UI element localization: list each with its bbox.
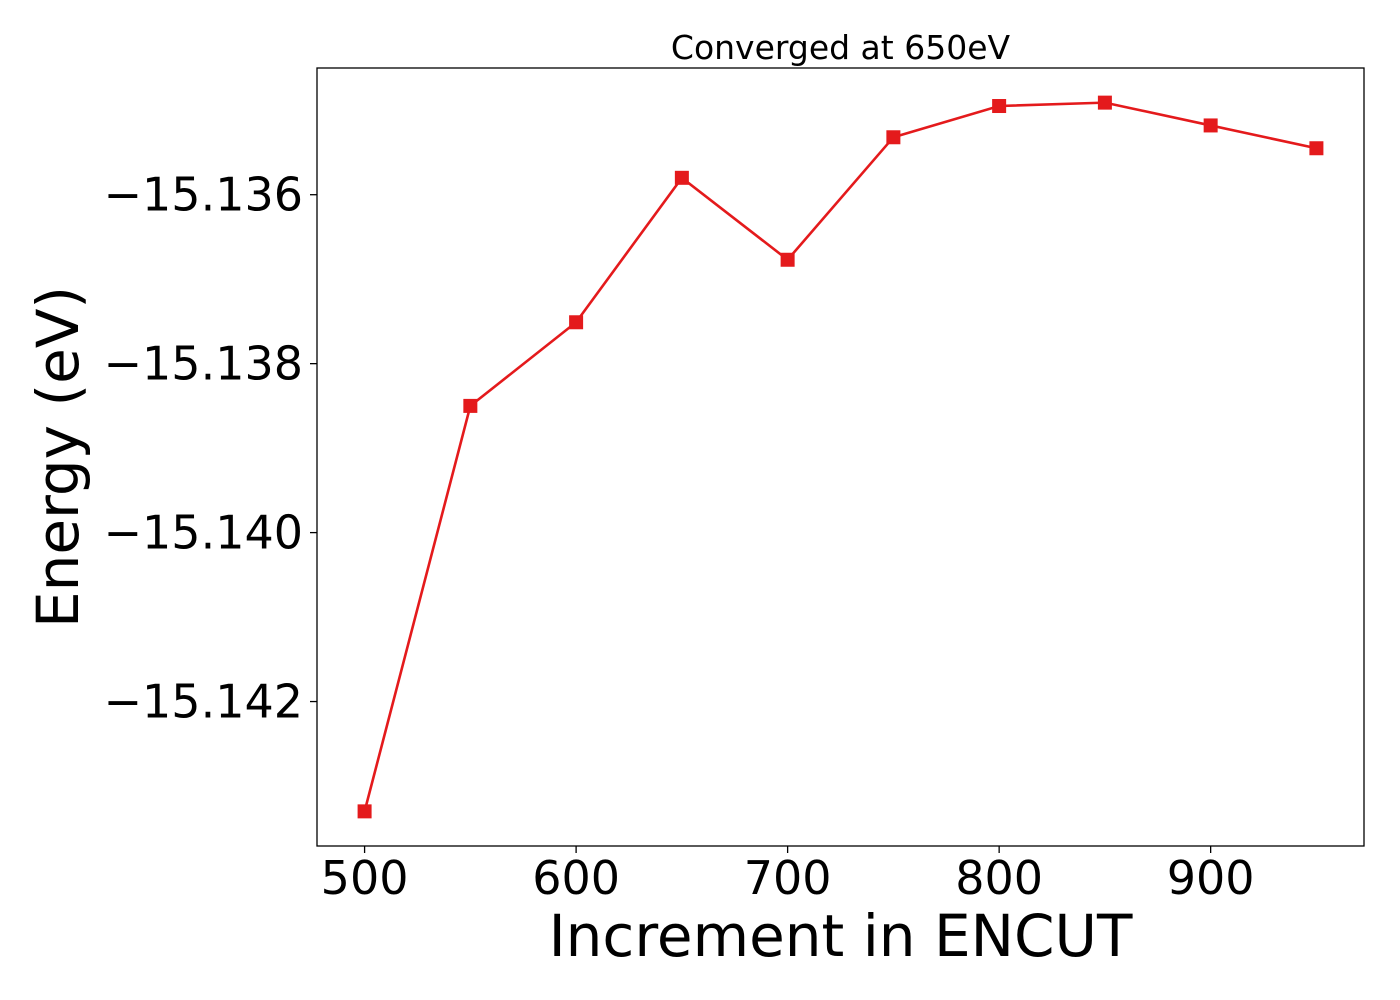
y-tick-label: −15.136 [104,168,304,222]
data-point [780,252,795,267]
x-tick-label: 800 [955,851,1043,905]
data-point [357,804,372,819]
x-axis-label: Increment in ENCUT [549,902,1133,970]
data-point [992,99,1007,114]
x-tick-label: 900 [1167,851,1255,905]
x-tick-label: 500 [321,851,409,905]
x-tick-label: 700 [744,851,832,905]
data-point [1097,95,1112,110]
series-layer [357,95,1324,819]
plot-frame [316,67,1365,847]
y-tick-label: −15.142 [104,675,304,729]
series-line [363,101,1317,812]
data-point [1203,118,1218,133]
data-point [569,315,584,330]
chart-title: Converged at 650eV [671,28,1011,67]
x-axis: 500 600 700 800 900 [321,846,1255,905]
data-point [463,398,478,413]
data-point [674,170,689,185]
plot-area [316,67,1365,847]
y-tick-label: −15.138 [104,337,304,391]
x-tick-label: 600 [532,851,620,905]
data-point [1309,141,1324,156]
data-point [886,130,901,145]
y-axis-label: Energy (eV) [24,286,92,628]
y-axis: −15.142 −15.140 −15.138 −15.136 [104,168,317,729]
y-tick-label: −15.140 [104,506,304,560]
